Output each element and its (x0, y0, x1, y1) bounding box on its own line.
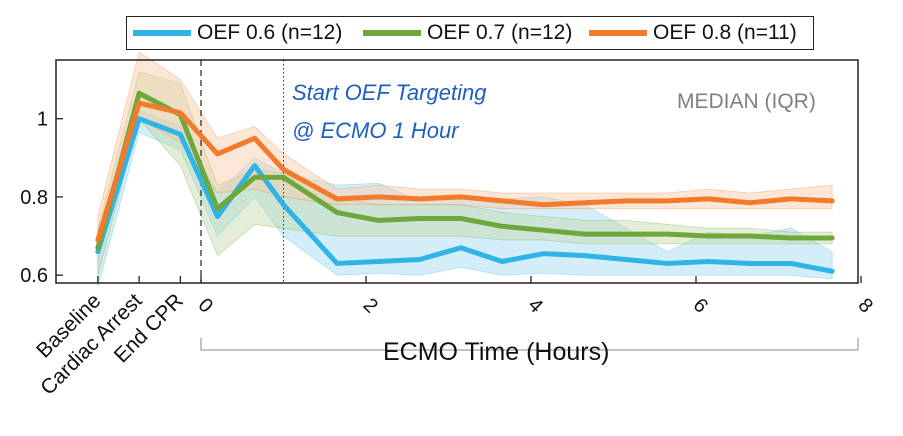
median-line-series-2 (95, 100, 835, 243)
x-tick-label: 0 (194, 294, 217, 317)
legend-swatch-oef-0-7 (363, 30, 421, 36)
legend: OEF 0.6 (n=12) OEF 0.7 (n=12) OEF 0.8 (n… (126, 16, 814, 50)
x-tick-label: 8 (854, 294, 877, 317)
stat-label: MEDIAN (IQR) (677, 90, 816, 113)
legend-label-oef-0-6: OEF 0.6 (n=12) (197, 21, 343, 44)
y-tick-label: 0.6 (20, 265, 48, 287)
legend-swatch-oef-0-8 (589, 30, 647, 36)
legend-item-oef-0-7: OEF 0.7 (n=12) (363, 17, 572, 49)
legend-swatch-oef-0-6 (133, 30, 191, 36)
median-line-series-0 (95, 116, 835, 274)
x-tick-label: 4 (524, 294, 547, 317)
plot-frame (55, 59, 859, 284)
annotation-ecmo-1-hour: @ ECMO 1 Hour (292, 118, 459, 143)
y-axis: 0.6 0.8 1 (20, 109, 63, 287)
legend-item-oef-0-8: OEF 0.8 (n=11) (589, 17, 797, 49)
median-line-series-1 (95, 90, 835, 251)
legend-label-oef-0-8: OEF 0.8 (n=11) (653, 21, 797, 44)
ecmo-time-bracket (200, 338, 859, 351)
x-tick-label: 2 (359, 294, 382, 317)
series-lines (95, 90, 835, 274)
x-axis-title: ECMO Time (Hours) (383, 338, 610, 366)
legend-label-oef-0-7: OEF 0.7 (n=12) (427, 21, 573, 44)
y-tick-label: 0.8 (20, 187, 48, 209)
y-tick-label: 1 (37, 109, 48, 131)
legend-item-oef-0-6: OEF 0.6 (n=12) (133, 17, 342, 49)
annotation-start-oef-targeting: Start OEF Targeting (292, 80, 487, 105)
x-axis: 0 2 4 6 8 (194, 276, 877, 317)
x-tick-label: 6 (689, 294, 712, 317)
